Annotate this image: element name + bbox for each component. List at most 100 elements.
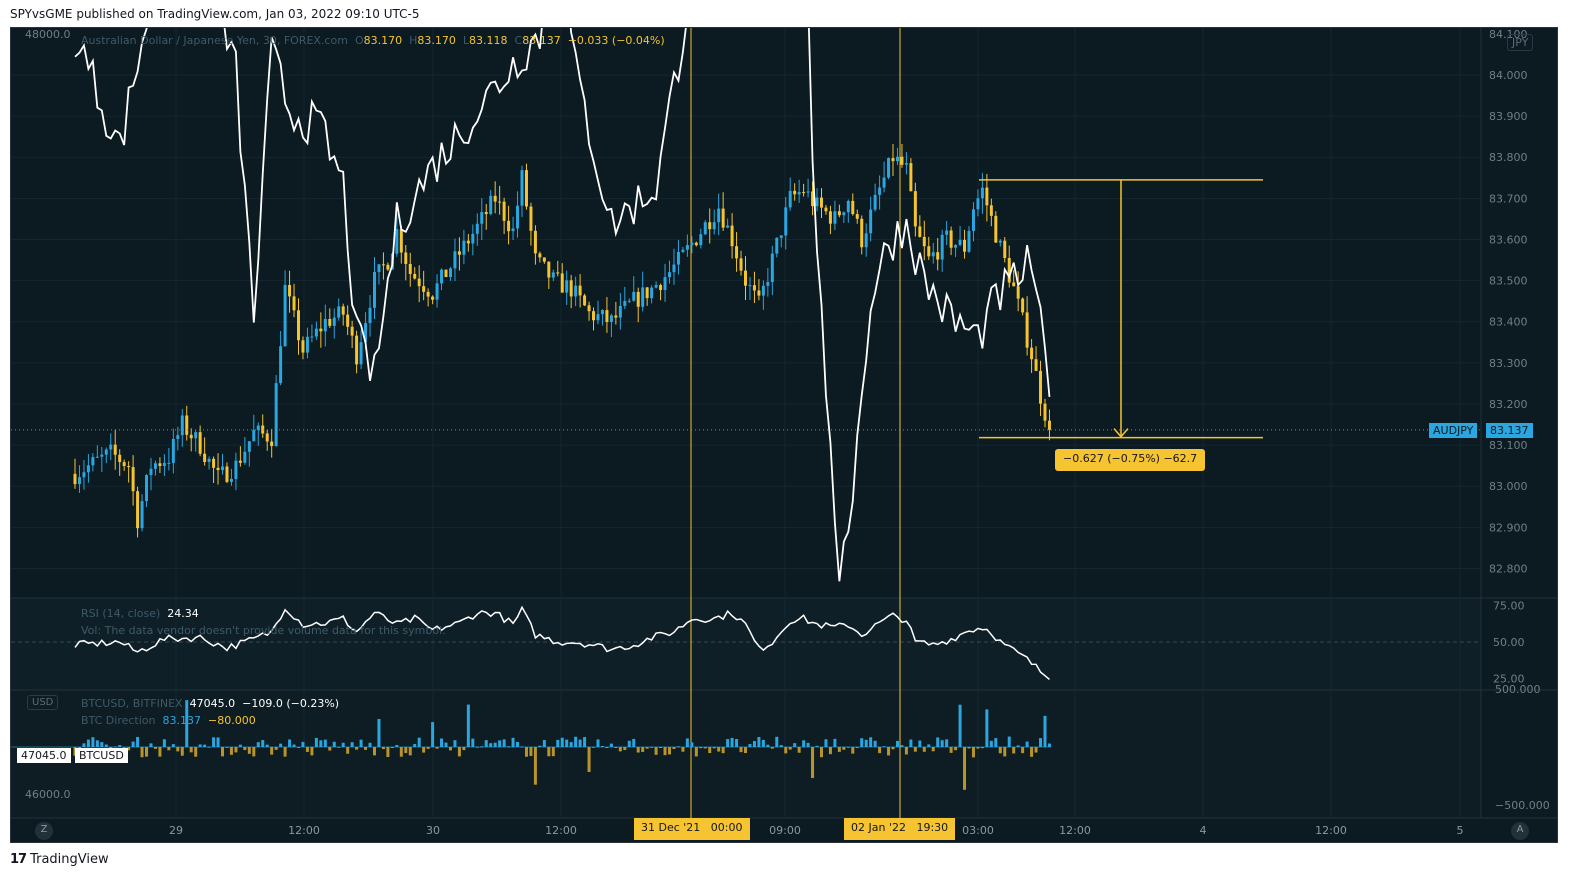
candle <box>542 257 546 264</box>
candle-body <box>887 158 891 178</box>
footer-brand[interactable]: 17 TradingView <box>10 852 109 867</box>
candle <box>1003 237 1007 263</box>
candle-body <box>797 192 801 195</box>
btc-direction-bar <box>158 747 162 757</box>
publish-header: SPYvsGME published on TradingView.com, J… <box>10 7 420 21</box>
candle <box>91 453 95 472</box>
candle <box>328 308 332 329</box>
candle <box>927 236 931 260</box>
candle <box>104 447 108 464</box>
candle <box>493 181 497 214</box>
candle-body <box>372 272 376 308</box>
candle-body <box>466 240 470 244</box>
currency-badge-usd[interactable]: USD <box>27 695 59 710</box>
candle-body <box>1016 286 1020 299</box>
btc-direction-bar <box>819 747 823 758</box>
axis-labels: 84.10084.00083.90083.80083.70083.60083.5… <box>25 28 1550 837</box>
candle <box>310 324 314 343</box>
candle <box>650 285 654 304</box>
candle <box>153 460 157 476</box>
btc-direction-bar <box>185 700 189 747</box>
candle-body <box>127 466 131 468</box>
candle-body <box>533 230 537 254</box>
close-label: C <box>514 34 523 47</box>
candle <box>699 228 703 249</box>
candle <box>95 445 99 458</box>
candle <box>659 283 663 301</box>
candle <box>305 327 309 359</box>
btc-direction-bar <box>717 747 721 752</box>
candle-body <box>86 465 90 473</box>
btc-direction-bar <box>574 736 578 747</box>
candle <box>761 280 765 310</box>
candle <box>681 246 685 253</box>
candle-body <box>828 211 832 224</box>
btc-direction-bar <box>547 747 551 757</box>
candle-body <box>788 190 792 208</box>
candle-body <box>158 463 162 466</box>
indicator-lines <box>11 28 1481 680</box>
candle-body <box>837 211 841 216</box>
rsi-legend: RSI (14, close) 24.34 <box>81 607 199 620</box>
btc-direction-bar <box>140 747 144 758</box>
candle-body <box>283 284 287 347</box>
candle-body <box>650 287 654 299</box>
btc-direction-bar <box>668 747 672 755</box>
candle <box>243 437 247 465</box>
candle-body <box>717 208 721 223</box>
candle <box>301 336 305 360</box>
candle <box>980 172 984 214</box>
currency-badge-jpy[interactable]: JPY <box>1507 34 1534 51</box>
btc-direction-bar <box>399 747 403 757</box>
btc-direction-bar <box>127 747 131 751</box>
candle <box>645 286 649 306</box>
btc-direction-bar <box>145 747 149 757</box>
chart-frame[interactable]: 84.100 84.000 83.900 83.800 83.700 83.600 83.5… <box>10 27 1558 843</box>
auto-scale-a-button[interactable]: A <box>1511 822 1529 840</box>
candle <box>337 298 341 321</box>
rsi-axis-label: 25.00 <box>1493 672 1525 685</box>
btc-direction-bar <box>583 737 587 747</box>
candle <box>283 270 287 347</box>
btc-direction-bar <box>484 740 488 747</box>
candle <box>279 331 283 386</box>
candle <box>788 177 792 211</box>
btc-direction-bar <box>243 747 247 751</box>
candle-body <box>162 462 166 466</box>
candle <box>113 429 117 470</box>
candle <box>1021 297 1025 316</box>
candle-body <box>229 478 233 482</box>
candle <box>833 200 837 231</box>
btc-direction-bar <box>131 741 135 747</box>
candle <box>1025 296 1029 356</box>
candle <box>203 437 207 466</box>
candle <box>435 274 439 308</box>
candle-body <box>122 462 126 467</box>
price-axis-label: 83.100 <box>1489 439 1528 452</box>
btc-direction-bar <box>931 747 935 752</box>
candle-body <box>811 191 815 207</box>
candle <box>176 426 180 451</box>
timezone-z-button[interactable]: Z <box>35 822 53 840</box>
btc-direction-bar <box>811 747 815 779</box>
price-axis-label: 82.900 <box>1489 521 1528 534</box>
candle-body <box>891 158 895 162</box>
btc-direction-bar <box>815 745 819 747</box>
candle-body <box>918 226 922 237</box>
btc-direction-bar <box>1030 747 1034 757</box>
btc-direction-bar <box>659 747 663 748</box>
btc-direction-bar <box>292 744 296 747</box>
candle-body <box>605 310 609 322</box>
chart-canvas[interactable]: 84.10084.00083.90083.80083.70083.60083.5… <box>11 28 1558 843</box>
btc-direction-bar <box>971 747 975 758</box>
candle-body <box>489 195 493 215</box>
time-axis-label: 12:00 <box>1315 824 1347 837</box>
rsi-pane-bg <box>11 598 1481 690</box>
btc-direction-bar <box>489 743 493 747</box>
candle <box>198 425 202 457</box>
btc-direction-bar <box>1007 736 1011 747</box>
btc-direction-bar <box>927 744 931 747</box>
btc-direction-bar <box>976 747 980 749</box>
candle <box>913 182 917 237</box>
candle <box>837 204 841 218</box>
